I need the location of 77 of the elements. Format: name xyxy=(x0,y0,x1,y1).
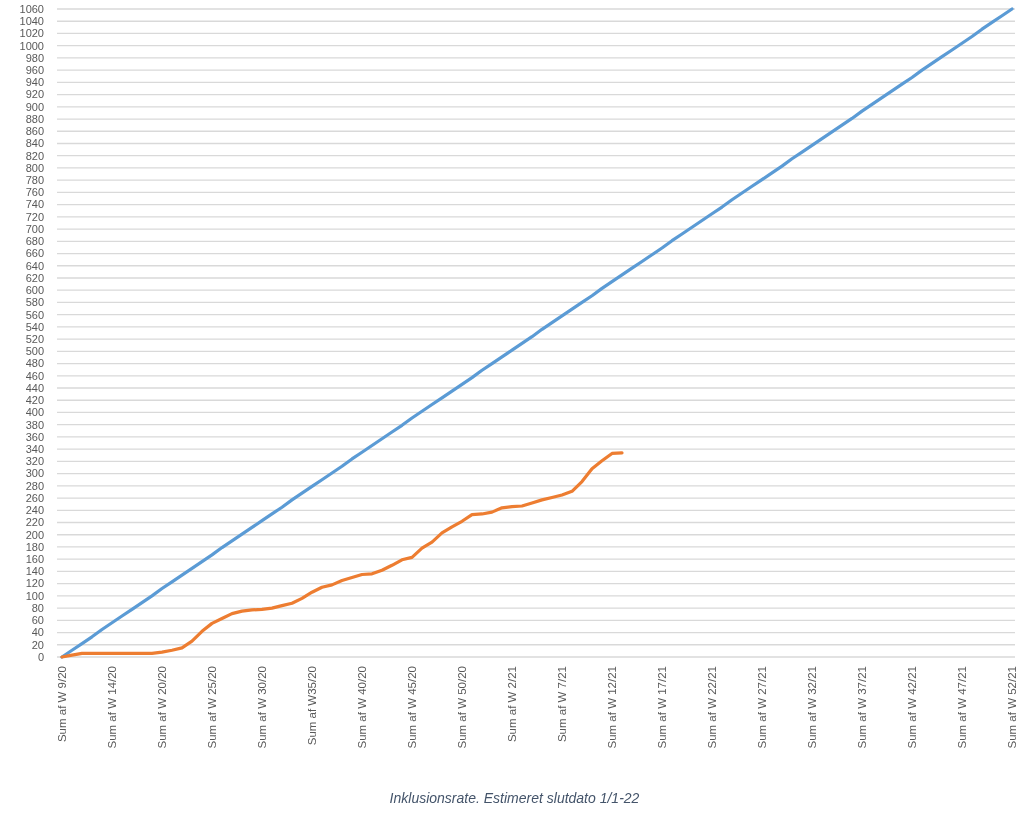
y-tick-label: 480 xyxy=(25,357,44,370)
y-tick-label: 440 xyxy=(25,381,44,394)
x-tick-label: Sum af W 17/21 xyxy=(656,666,669,749)
y-tick-label: 780 xyxy=(25,174,44,187)
y-tick-label: 920 xyxy=(25,88,44,101)
y-tick-label: 800 xyxy=(25,161,44,174)
x-tick-label: Sum af W 27/21 xyxy=(756,666,769,749)
x-tick-label: Sum af W35/20 xyxy=(306,666,319,746)
y-tick-label: 580 xyxy=(25,296,44,309)
y-tick-label: 1060 xyxy=(19,2,44,15)
y-tick-label: 300 xyxy=(25,467,44,480)
y-tick-label: 640 xyxy=(25,259,44,272)
y-tick-label: 700 xyxy=(25,222,44,235)
x-tick-label: Sum af W 52/21 xyxy=(1006,666,1019,749)
y-tick-label: 240 xyxy=(25,504,44,517)
y-tick-label: 720 xyxy=(25,210,44,223)
y-tick-label: 680 xyxy=(25,235,44,248)
y-tick-label: 1040 xyxy=(19,15,44,28)
y-tick-label: 880 xyxy=(25,112,44,125)
y-tick-label: 0 xyxy=(37,650,44,663)
y-tick-label: 120 xyxy=(25,577,44,590)
x-tick-label: Sum af W 30/20 xyxy=(256,666,269,749)
y-tick-label: 380 xyxy=(25,418,44,431)
y-tick-label: 80 xyxy=(31,601,44,614)
x-tick-label: Sum af W 47/21 xyxy=(956,666,969,749)
y-tick-label: 260 xyxy=(25,491,44,504)
x-tick-label: Sum af W 37/21 xyxy=(856,666,869,749)
y-tick-label: 320 xyxy=(25,455,44,468)
y-tick-label: 660 xyxy=(25,247,44,260)
x-tick-label: Sum af W 40/20 xyxy=(356,666,369,749)
x-tick-label: Sum af W 50/20 xyxy=(456,666,469,749)
y-tick-label: 980 xyxy=(25,51,44,64)
x-tick-label: Sum af W 7/21 xyxy=(556,666,569,743)
x-tick-label: Sum af W 2/21 xyxy=(506,666,519,743)
y-tick-label: 360 xyxy=(25,430,44,443)
y-tick-label: 840 xyxy=(25,137,44,150)
x-tick-label: Sum af W 42/21 xyxy=(906,666,919,749)
x-tick-label: Sum af W 25/20 xyxy=(206,666,219,749)
y-tick-label: 200 xyxy=(25,528,44,541)
x-tick-label: Sum af W 12/21 xyxy=(606,666,619,749)
y-tick-label: 560 xyxy=(25,308,44,321)
y-tick-label: 820 xyxy=(25,149,44,162)
x-tick-label: Sum af W 22/21 xyxy=(706,666,719,749)
y-tick-label: 40 xyxy=(31,626,44,639)
y-tick-label: 500 xyxy=(25,345,44,358)
y-tick-label: 940 xyxy=(25,76,44,89)
y-tick-label: 100 xyxy=(25,589,44,602)
y-tick-label: 900 xyxy=(25,100,44,113)
x-tick-label: Sum af W 9/20 xyxy=(56,666,69,743)
y-tick-label: 400 xyxy=(25,406,44,419)
y-tick-label: 620 xyxy=(25,271,44,284)
line-series xyxy=(60,7,1014,659)
y-tick-label: 540 xyxy=(25,320,44,333)
y-tick-label: 220 xyxy=(25,516,44,529)
x-tick-label: Sum af W 32/21 xyxy=(806,666,819,749)
y-tick-label: 160 xyxy=(25,553,44,566)
y-tick-label: 140 xyxy=(25,565,44,578)
x-tick-label: Sum af W 45/20 xyxy=(406,666,419,749)
line-series xyxy=(60,451,624,659)
y-tick-label: 460 xyxy=(25,369,44,382)
y-tick-label: 520 xyxy=(25,332,44,345)
x-tick-label: Sum af W 14/20 xyxy=(106,666,119,749)
y-tick-label: 600 xyxy=(25,284,44,297)
y-tick-label: 20 xyxy=(31,638,44,651)
y-tick-label: 1020 xyxy=(19,27,44,40)
y-tick-label: 420 xyxy=(25,394,44,407)
y-tick-label: 280 xyxy=(25,479,44,492)
y-tick-label: 860 xyxy=(25,125,44,138)
text: Inklusionsrate. Estimeret slutdato 1/1-22 xyxy=(389,790,640,806)
y-tick-label: 60 xyxy=(31,614,44,627)
y-tick-label: 760 xyxy=(25,186,44,199)
y-tick-label: 180 xyxy=(25,540,44,553)
y-tick-label: 960 xyxy=(25,63,44,76)
y-tick-label: 1000 xyxy=(19,39,44,52)
y-tick-label: 340 xyxy=(25,443,44,455)
y-tick-label: 740 xyxy=(25,198,44,211)
x-tick-label: Sum af W 20/20 xyxy=(156,666,169,749)
